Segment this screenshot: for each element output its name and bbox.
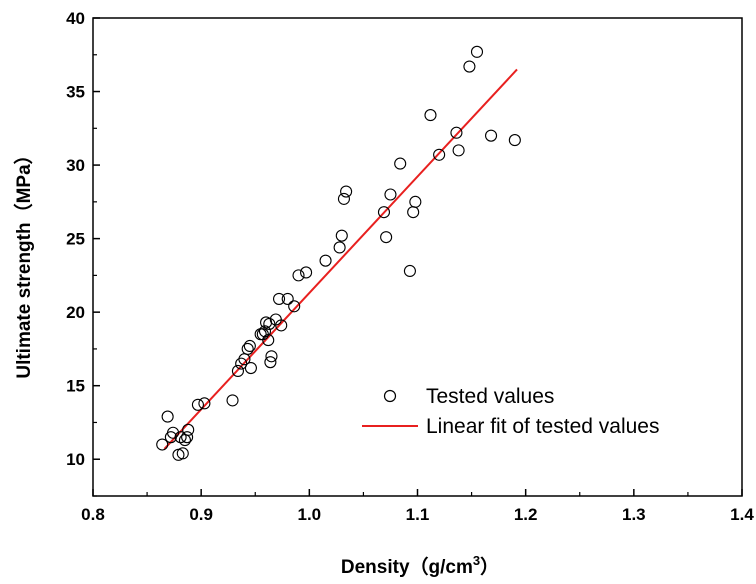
legend-label-linear-fit: Linear fit of tested values: [426, 415, 659, 438]
data-point: [450, 126, 463, 139]
data-point: [300, 266, 313, 279]
data-point: [235, 357, 248, 370]
data-point: [263, 317, 276, 330]
x-tick-label: 0.8: [81, 505, 105, 524]
data-point: [281, 292, 294, 305]
data-point: [485, 129, 498, 142]
data-point: [335, 229, 348, 242]
data-point: [241, 342, 254, 355]
data-point: [262, 334, 275, 347]
legend: Tested values Linear fit of tested value…: [362, 385, 659, 438]
x-axis-label-superscript: 3: [473, 553, 480, 568]
linear-fit-layer: [163, 68, 518, 450]
data-point: [452, 144, 465, 157]
x-axis-tick-labels: 0.8 0.9 1.0 1.1 1.2 1.3 1.4: [81, 505, 754, 524]
x-tick-label: 1.4: [730, 505, 754, 524]
data-point: [181, 431, 194, 444]
data-points-layer: [156, 45, 521, 461]
data-point: [424, 109, 437, 122]
x-tick-label: 1.0: [298, 505, 322, 524]
data-point: [380, 231, 393, 244]
y-tick-label: 25: [66, 230, 85, 249]
data-point: [191, 398, 204, 411]
x-tick-label: 1.1: [406, 505, 430, 524]
data-point: [198, 397, 211, 410]
y-tick-label: 40: [66, 9, 85, 28]
x-axis-label: Density（g/cm3）: [341, 553, 499, 578]
data-point: [156, 438, 169, 451]
data-point: [226, 394, 239, 407]
data-point: [394, 157, 407, 170]
data-point: [275, 319, 288, 332]
data-point: [292, 269, 305, 282]
data-point: [403, 264, 416, 278]
data-point: [182, 423, 195, 436]
y-tick-label: 15: [66, 377, 85, 396]
data-point: [463, 60, 476, 73]
x-tick-label: 1.2: [514, 505, 538, 524]
x-tick-label: 0.9: [189, 505, 213, 524]
data-point: [377, 206, 391, 219]
y-tick-label: 10: [66, 450, 85, 469]
data-point: [409, 195, 422, 208]
y-tick-label: 35: [66, 83, 85, 102]
data-point: [264, 356, 277, 369]
data-point: [265, 350, 278, 363]
data-point: [258, 325, 272, 338]
legend-label-tested-values: Tested values: [426, 385, 554, 408]
x-tick-label: 1.3: [622, 505, 646, 524]
y-tick-label: 30: [66, 156, 85, 175]
data-point: [319, 254, 332, 267]
data-point: [337, 192, 350, 205]
x-axis-label-close: ）: [480, 555, 499, 578]
data-point: [166, 426, 180, 439]
data-point: [384, 188, 397, 201]
data-point: [176, 447, 189, 460]
x-axis-ticks: [92, 489, 743, 496]
data-point: [407, 206, 420, 219]
data-point: [340, 185, 353, 198]
data-point: [231, 364, 244, 378]
x-axis-label-main: Density（g/cm: [341, 555, 473, 578]
y-axis-ticks: [93, 17, 100, 497]
data-point: [288, 300, 301, 313]
data-point: [244, 361, 257, 375]
data-point: [243, 339, 256, 353]
data-point: [470, 45, 484, 58]
y-tick-label: 20: [66, 303, 85, 322]
data-point: [433, 148, 446, 161]
data-point: [272, 292, 286, 305]
linear-fit-line: [163, 68, 518, 450]
y-axis-tick-labels: 10 15 20 25 30 35 40: [66, 9, 85, 469]
y-axis-label: Ultimate strength（MPa）: [12, 145, 35, 378]
data-point: [161, 410, 174, 423]
data-point: [508, 134, 521, 147]
legend-marker-circle: [383, 389, 397, 403]
data-point: [333, 241, 346, 254]
